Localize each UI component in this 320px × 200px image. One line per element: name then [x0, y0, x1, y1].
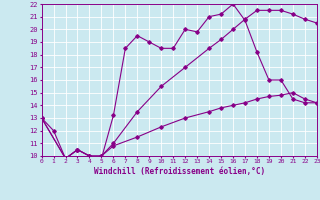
X-axis label: Windchill (Refroidissement éolien,°C): Windchill (Refroidissement éolien,°C)	[94, 167, 265, 176]
